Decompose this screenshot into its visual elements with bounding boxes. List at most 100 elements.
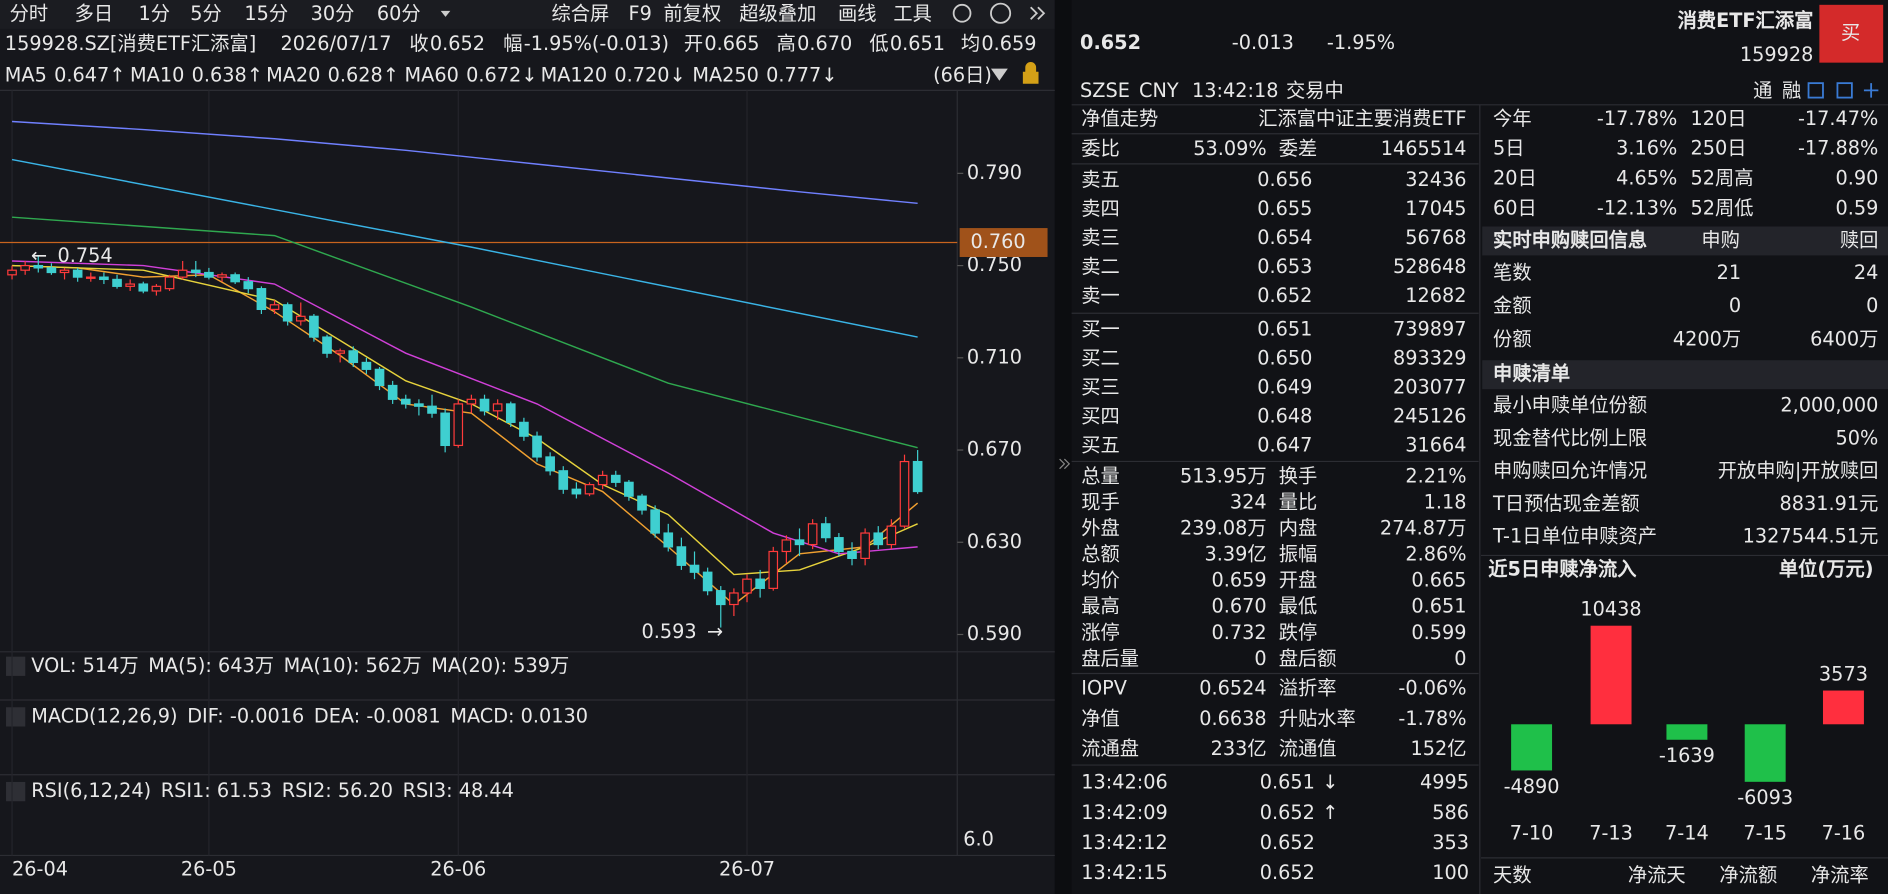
table-cell: 4200万	[1673, 327, 1741, 350]
panel-icons[interactable]	[1807, 82, 1879, 99]
buy-button[interactable]	[1819, 4, 1884, 63]
table-cell: 12682	[1405, 284, 1466, 307]
candle-body	[794, 539, 805, 546]
table-cell: 0	[1454, 647, 1466, 670]
quote-value: 0.659	[981, 32, 1036, 55]
table-cell: -12.13%	[1597, 196, 1677, 219]
tool-button[interactable]: 工具	[893, 2, 932, 25]
period-tab[interactable]: 30分	[311, 2, 355, 25]
tool-button[interactable]: 综合屏	[551, 2, 609, 25]
bar-label: -4890	[1504, 775, 1560, 798]
table-cell: 买一	[1081, 318, 1120, 341]
candle-body	[295, 315, 306, 322]
table-cell: 1.18	[1424, 491, 1467, 514]
ma-value: 0.647↑	[54, 63, 125, 86]
table-cell: 0.90	[1835, 167, 1878, 190]
x-tick-label: 7-13	[1589, 821, 1633, 844]
candle-body	[33, 264, 44, 269]
tool-button[interactable]: 前复权	[663, 2, 721, 25]
indicator-legend: MACD: 0.0130	[450, 704, 588, 727]
table-cell: 卖三	[1081, 226, 1120, 249]
date: 2026/07/17	[281, 32, 392, 55]
table-cell: 2.21%	[1405, 465, 1466, 488]
candle-body	[151, 285, 162, 292]
quote-label: 开	[684, 32, 703, 55]
candle-body	[715, 590, 726, 606]
candle-body	[453, 403, 464, 447]
security-code: 159928	[1740, 43, 1814, 66]
table-cell: 13:42:12	[1081, 831, 1168, 854]
table-cell: 现手	[1081, 491, 1120, 514]
dropdown-icon[interactable]	[440, 10, 451, 17]
candle-body	[243, 281, 254, 290]
table-cell: 金额	[1493, 294, 1532, 317]
range-dropdown[interactable]	[990, 68, 1008, 81]
lock-icon[interactable]	[1022, 62, 1039, 84]
toolbar-icons[interactable]	[952, 2, 1046, 24]
table-cell: 0.649	[1257, 375, 1312, 398]
table-cell: 份额	[1493, 327, 1532, 350]
candle-body	[59, 269, 70, 274]
candle-body	[204, 271, 214, 278]
table-cell: 净值走势	[1081, 107, 1158, 130]
buy-label[interactable]: 买	[1841, 21, 1860, 44]
table-cell: 0.732	[1212, 621, 1267, 644]
period-tab[interactable]: 15分	[244, 2, 288, 25]
table-cell: 升贴水率	[1279, 707, 1356, 730]
date-label: 26-05	[181, 857, 237, 880]
ref-label: 0.760	[970, 230, 1025, 253]
collapse-strip[interactable]	[1054, 0, 1072, 894]
candle-body	[532, 435, 542, 458]
candle-body	[558, 470, 569, 490]
table-cell: 50%	[1836, 426, 1879, 449]
ma-line	[11, 158, 918, 338]
quote-label: 高	[777, 32, 796, 55]
indicator-legend: RSI3: 48.44	[403, 779, 514, 802]
footer-tab[interactable]: 净流额	[1719, 863, 1777, 886]
period-tab[interactable]: 分时	[10, 2, 49, 25]
candle-body	[269, 304, 280, 310]
table-cell: 203077	[1393, 375, 1467, 398]
candle-body	[505, 403, 516, 423]
candle-body	[676, 546, 687, 566]
candle-body	[860, 532, 870, 559]
candle-body	[571, 488, 582, 495]
tool-button[interactable]: F9	[629, 2, 652, 25]
period-tab[interactable]: 5分	[190, 2, 222, 25]
last-price: 0.652	[1080, 31, 1141, 54]
period-tab[interactable]: 多日	[75, 2, 114, 25]
date-label: 26-07	[719, 857, 775, 880]
candle-body	[387, 384, 398, 400]
footer-tab[interactable]: 净流天	[1628, 863, 1686, 886]
table-cell: 0.654	[1257, 226, 1312, 249]
candle-body	[400, 398, 411, 405]
indicator-help-icons[interactable]	[6, 656, 26, 802]
range-button[interactable]: (66日)	[933, 63, 992, 86]
candle-body	[138, 283, 149, 292]
table-cell: 量比	[1279, 491, 1318, 514]
candle-body	[584, 484, 595, 495]
chart-panel	[0, 0, 1055, 894]
quote-value: 0.652	[430, 32, 485, 55]
footer-tab[interactable]: 净流率	[1811, 863, 1869, 886]
period-tab[interactable]: 60分	[377, 2, 421, 25]
table-cell: 233亿	[1211, 737, 1267, 760]
ma-name: MA10	[130, 63, 184, 86]
candle-body	[610, 474, 621, 483]
indicator-legend: DIF: -0.0016	[187, 704, 304, 727]
table-cell: 6400万	[1810, 327, 1878, 350]
table-cell: 20日	[1493, 167, 1537, 190]
period-tab[interactable]: 1分	[138, 2, 170, 25]
time: 13:42:18	[1192, 79, 1279, 102]
collapse-icon[interactable]	[1059, 458, 1071, 470]
candle-body	[164, 276, 175, 290]
indicator-axis-label: 6.0	[963, 827, 994, 850]
table-cell: 4995	[1420, 771, 1469, 794]
tool-button[interactable]: 超级叠加	[739, 2, 816, 25]
tool-button[interactable]: 画线	[838, 2, 877, 25]
candle-body	[190, 269, 201, 274]
ma-name: MA5	[5, 63, 47, 86]
ma-name: MA60	[405, 63, 459, 86]
footer-tab[interactable]: 天数	[1493, 863, 1532, 886]
table-cell: 13:42:09	[1081, 801, 1168, 824]
